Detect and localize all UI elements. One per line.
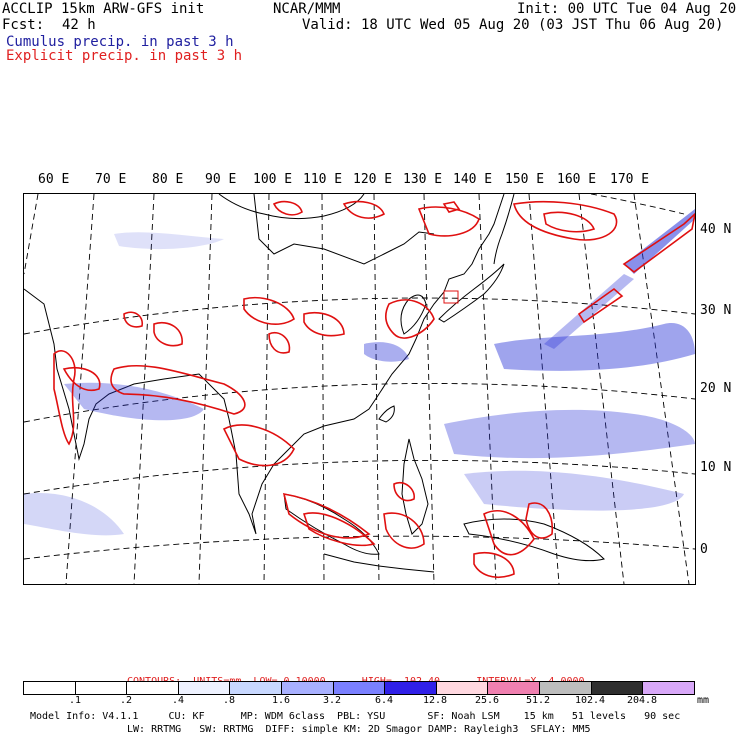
colorbar-cell [385,682,437,694]
forecast-label: Fcst: [2,17,45,33]
colorbar-tick: 102.4 [574,695,606,706]
lon-label: 100 E [253,172,293,187]
model-info-line2: LW: RRTMG SW: RRTMG DIFF: simple KM: 2D … [127,724,591,735]
colorbar-tick: 25.6 [474,695,500,706]
colorbar [23,681,695,695]
cumulus-precip-areas [24,209,695,536]
map-canvas [24,194,695,584]
colorbar-tick: .2 [119,695,133,706]
colorbar-tick: 204.8 [626,695,658,706]
colorbar-cell [436,682,489,694]
plot-title: ACCLIP 15km ARW-GFS init [2,1,205,17]
lon-label: 120 E [353,172,393,187]
colorbar-cell [333,682,386,694]
colorbar-cell [178,682,231,694]
colorbar-tick: .8 [222,695,236,706]
lat-label: 10 N [700,460,732,475]
colorbar-cell [75,682,128,694]
colorbar-tick: .4 [171,695,185,706]
colorbar-cell [230,682,283,694]
colorbar-tick: 51.2 [525,695,551,706]
colorbar-cell [540,682,592,694]
colorbar-tick: 6.4 [374,695,394,706]
lon-label: 60 E [38,172,70,187]
colorbar-cell [127,682,179,694]
model-info-line1: Model Info: V4.1.1 CU: KF MP: WDM 6class… [30,711,681,722]
lat-label: 20 N [700,381,732,396]
lon-label: 130 E [403,172,443,187]
lat-label: 0 [700,542,708,557]
colorbar-tick: 3.2 [322,695,342,706]
lon-label: 170 E [610,172,650,187]
colorbar-units: mm [697,695,710,706]
lon-label: 160 E [557,172,597,187]
colorbar-cell [488,682,541,694]
colorbar-tick: 12.8 [422,695,448,706]
colorbar-tick: 1.6 [271,695,291,706]
lon-label: 140 E [453,172,493,187]
lon-label: 90 E [205,172,237,187]
lat-label: 40 N [700,222,732,237]
colorbar-cell [643,682,694,694]
lon-label: 150 E [505,172,545,187]
lon-label: 110 E [303,172,343,187]
colorbar-tick: .1 [68,695,82,706]
highlight-box [443,290,459,304]
explicit-legend: Explicit precip. in past 3 h [6,48,243,64]
cumulus-legend: Cumulus precip. in past 3 h [6,34,234,50]
explicit-precip-contours [53,200,695,579]
graticule [24,194,695,584]
center-label: NCAR/MMM [273,1,341,17]
coastlines [24,194,605,573]
lon-label: 70 E [95,172,127,187]
colorbar-cell [591,682,644,694]
valid-time: Valid: 18 UTC Wed 05 Aug 20 (03 JST Thu … [302,17,724,33]
forecast-hours: 42 h [62,17,96,33]
colorbar-cell [24,682,76,694]
lat-label: 30 N [700,303,732,318]
precipitation-map [23,193,696,585]
init-time: Init: 00 UTC Tue 04 Aug 20 [517,1,737,17]
lon-label: 80 E [152,172,184,187]
colorbar-cell [282,682,334,694]
